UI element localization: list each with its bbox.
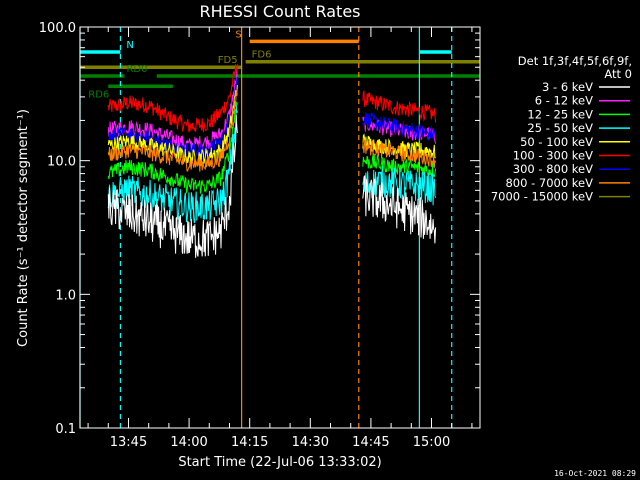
series-line-4-1 [362,139,437,168]
legend-entry-label: 25 - 50 keV [527,121,593,135]
series-line-0-1 [362,90,437,123]
y-tick-label: 10.0 [47,155,76,170]
legend-entry-label: 6 - 12 keV [535,94,593,108]
state-bar-label-fd6: FD6 [252,50,272,61]
state-bar-label-rd0: RD0 [126,64,147,75]
series-line-5-0 [107,101,238,195]
series-line-6-1 [362,166,437,206]
legend-entry-label: 3 - 6 keV [542,80,593,94]
series-line-6-0 [107,105,238,224]
y-axis: 0.1 1.0 10.0 100.0 [39,21,480,437]
chart-title: RHESSI Count Rates [200,2,361,21]
legend: Det 1f,3f,4f,5f,6f,9f, Att 0 3 - 6 keV6 … [491,54,632,204]
series-line-0-0 [107,64,238,133]
timestamp: 16-Oct-2021 08:29 [554,469,636,478]
series-line-7-0 [107,114,238,258]
legend-entry-label: 800 - 7000 keV [505,176,593,190]
x-tick-label: 14:00 [170,435,207,450]
x-tick-label: 15:00 [413,435,450,450]
plot-frame [79,26,481,429]
state-bar-label-s: S [235,29,241,40]
series-line-4-0 [107,90,238,172]
legend-entry-label: 7000 - 15000 keV [491,190,593,204]
series-line-7-1 [362,175,437,244]
state-bar-label-n: N [126,40,133,51]
legend-header-2: Att 0 [604,67,632,81]
series-line-2-1 [362,112,437,141]
x-axis-label: Start Time (22-Jul-06 13:33:02) [178,455,381,470]
legend-entry-label: 12 - 25 keV [527,107,593,121]
x-tick-label: 14:15 [231,435,268,450]
y-tick-label: 0.1 [55,422,76,437]
series-line-5-1 [362,154,437,179]
state-bar-label-fd5: FD5 [218,55,238,66]
x-tick-label: 14:45 [352,435,389,450]
legend-entry-label: 100 - 300 keV [513,149,593,163]
legend-header-1: Det 1f,3f,4f,5f,6f,9f, [518,54,632,68]
series-group [107,64,437,258]
y-tick-label: 1.0 [55,288,76,303]
state-bar-label-rd6: RD6 [88,89,109,100]
legend-entry-label: 300 - 800 keV [513,162,593,176]
legend-entry-label: 50 - 100 keV [520,135,593,149]
state-bars: N S FD5 FD6 RD0 RD6 [80,29,480,100]
x-tick-label: 13:45 [110,435,147,450]
x-tick-label: 14:30 [292,435,329,450]
y-tick-label: 100.0 [39,21,76,36]
x-axis: 13:45 14:00 14:15 14:30 14:45 15:00 [87,27,473,450]
y-axis-label: Count Rate (s⁻¹ detector segment⁻¹) [16,109,31,347]
